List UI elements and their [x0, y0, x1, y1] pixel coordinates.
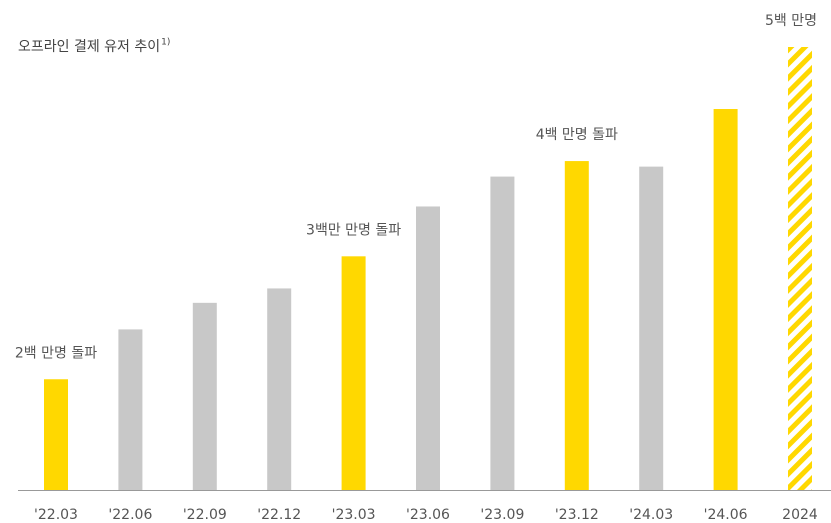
annotation: 5백 만명 — [765, 13, 817, 29]
bar — [416, 206, 440, 491]
chart-title: 오프라인 결제 유저 추이 — [18, 39, 160, 55]
bar — [44, 379, 68, 490]
x-tick-label: '22.09 — [183, 507, 227, 523]
x-tick-label: '24.03 — [629, 507, 673, 523]
bar — [639, 166, 664, 491]
x-tick-label: '22.06 — [108, 507, 152, 523]
bar — [564, 161, 589, 490]
x-tick-label: 2024 — [782, 507, 818, 523]
x-tick-label: '23.03 — [332, 507, 376, 523]
bar — [267, 288, 292, 490]
x-tick-label: '22.03 — [34, 507, 78, 523]
annotation: 2백 만명 돌파 — [15, 345, 97, 361]
annotation: 3백만 만명 돌파 — [306, 222, 401, 238]
bar — [713, 109, 738, 491]
bar — [490, 176, 515, 490]
bar — [192, 302, 217, 490]
x-tick-label: '23.09 — [480, 507, 524, 523]
bar — [788, 47, 812, 490]
x-tick-label: '23.06 — [406, 507, 450, 523]
x-tick-label: '22.12 — [257, 507, 301, 523]
x-tick-label: '23.12 — [555, 507, 599, 523]
x-tick-label: '24.06 — [704, 507, 748, 523]
bar — [118, 329, 143, 490]
bar — [341, 256, 366, 490]
title-note: 1) — [161, 38, 170, 48]
annotation: 4백 만명 돌파 — [536, 127, 618, 143]
